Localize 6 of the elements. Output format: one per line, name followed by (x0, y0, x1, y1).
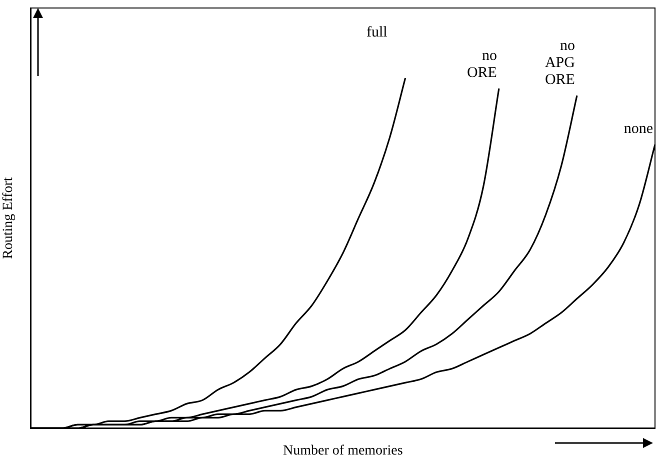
series-label: none (624, 121, 654, 138)
x-axis-title: Number of memories (283, 443, 403, 458)
series-label: no ORE (466, 48, 497, 81)
text: full (366, 24, 388, 40)
series-label: no APG ORE (544, 38, 576, 88)
y-axis-title: Routing Effort (1, 177, 16, 259)
